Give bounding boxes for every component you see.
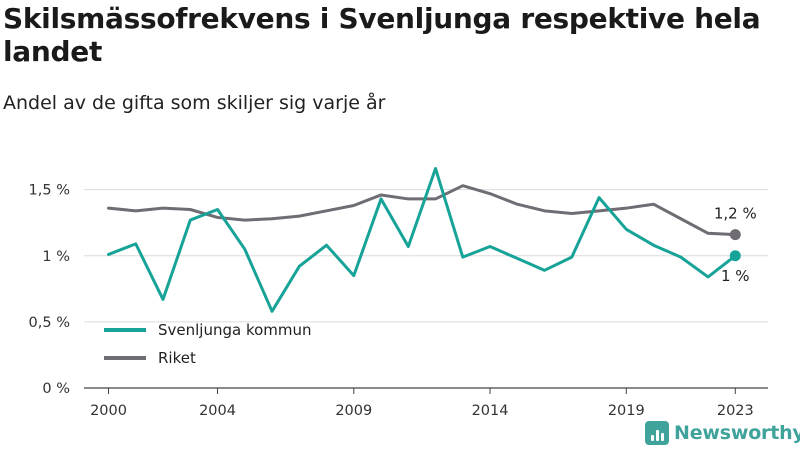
bar-chart-icon bbox=[645, 421, 669, 445]
chart-title: Skilsmässofrekvens i Svenljunga respekti… bbox=[3, 2, 761, 68]
y-tick-label: 1,5 % bbox=[29, 183, 70, 199]
brand-logo: Newsworthy bbox=[645, 419, 800, 447]
x-tick-label: 2004 bbox=[199, 403, 236, 419]
legend-label: Riket bbox=[158, 349, 196, 367]
gridlines bbox=[84, 189, 768, 389]
x-tick-label: 2000 bbox=[90, 403, 127, 419]
x-tick-label: 2014 bbox=[472, 403, 509, 419]
chart-subtitle: Andel av de gifta som skiljer sig varje … bbox=[3, 92, 386, 114]
y-tick-label: 0,5 % bbox=[29, 315, 70, 331]
series-lines bbox=[107, 167, 741, 313]
x-tick-label: 2009 bbox=[335, 403, 372, 419]
end-value-label: 1,2 % bbox=[714, 205, 757, 223]
end-marker bbox=[729, 250, 741, 262]
legend-label: Svenljunga kommun bbox=[158, 321, 312, 339]
end-marker bbox=[729, 229, 741, 241]
series-line bbox=[107, 184, 737, 237]
end-labels: 1 % 1,2 % bbox=[714, 205, 757, 285]
legend: Svenljunga kommun Riket bbox=[104, 321, 312, 367]
brand-name: Newsworthy bbox=[674, 422, 800, 444]
y-tick-label: 1 % bbox=[42, 249, 70, 265]
x-tick-label: 2019 bbox=[608, 403, 645, 419]
series-line bbox=[107, 167, 737, 313]
axes: 0 % 0,5 % 1 % 1,5 % 2000 2004 2009 2014 2019 2023 bbox=[29, 183, 754, 419]
y-tick-label: 0 % bbox=[42, 381, 70, 397]
end-value-label: 1 % bbox=[721, 267, 750, 285]
x-tick-label: 2023 bbox=[717, 403, 754, 419]
